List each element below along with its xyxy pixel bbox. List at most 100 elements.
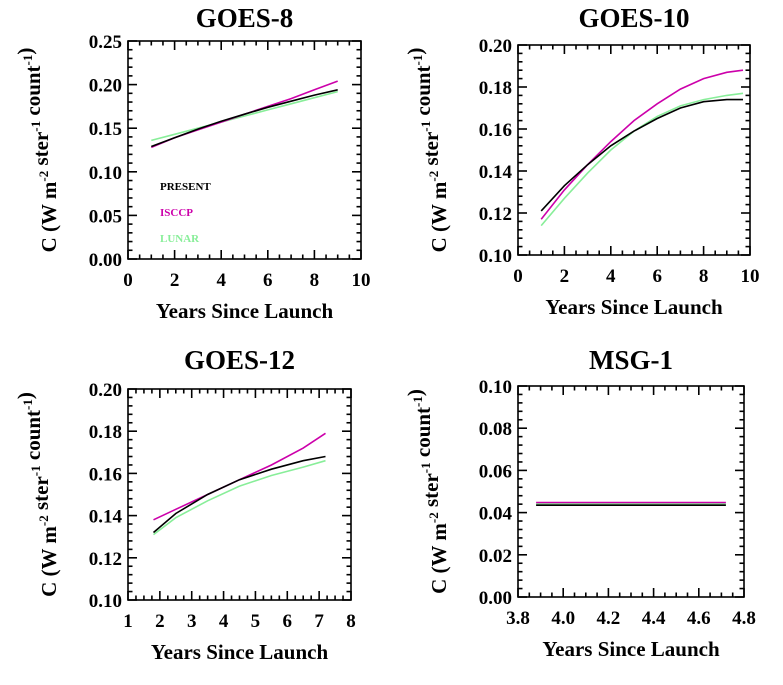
y-axis-label-part: -1 [20, 399, 35, 410]
x-tick-label: 2 [560, 266, 570, 287]
x-tick-label: 5 [251, 611, 261, 632]
x-axis-label: Years Since Launch [151, 640, 329, 664]
plot-frame [127, 388, 352, 601]
y-axis-label-part: ster [419, 473, 443, 512]
chart-title: GOES-10 [578, 3, 689, 33]
x-axis-label: Years Since Launch [156, 299, 334, 323]
y-axis-label-part: -2 [36, 515, 51, 526]
series-line-lunar [540, 92, 744, 227]
x-axis-label: Years Since Launch [545, 295, 723, 319]
chart-panel-0: GOES-8 0 2 4 6 8 10 0.00 0.05 0.10 0.15 0.20 0.25 Yea… [13, 3, 371, 323]
series-line-lunar [151, 90, 338, 142]
y-axis-label-part: -2 [426, 171, 441, 182]
series-line-present [151, 89, 338, 148]
x-tick-label: 10 [352, 270, 371, 291]
y-tick-label: 0.00 [89, 250, 122, 271]
y-tick-label: 0.20 [479, 36, 512, 57]
y-tick-label: 0.10 [479, 246, 512, 267]
y-axis-label-part: -1 [418, 462, 433, 473]
series-line-isccp [153, 432, 326, 521]
y-tick-label: 0.05 [89, 206, 122, 227]
x-tick-label: 2 [170, 270, 180, 291]
y-axis-label-part: -1 [28, 465, 43, 476]
x-tick-label: 0 [513, 266, 523, 287]
y-tick-label: 0.08 [479, 419, 512, 440]
x-tick-label: 2 [155, 611, 165, 632]
y-axis-label-part: C (W m [37, 181, 61, 252]
x-tick-label: 3.8 [506, 608, 530, 629]
y-axis-label-part: -2 [36, 171, 51, 182]
y-tick-label: 0.20 [89, 380, 122, 401]
legend-item-isccp: ISCCP [160, 207, 193, 219]
y-axis-label-part: ster [419, 132, 443, 171]
x-tick-label: 0 [123, 270, 133, 291]
y-tick-label: 0.02 [479, 546, 512, 567]
y-tick-label: 0.10 [89, 591, 122, 612]
y-axis-label-part: -1 [20, 55, 35, 66]
y-tick-label: 0.12 [479, 204, 512, 225]
x-tick-label: 7 [314, 611, 324, 632]
y-tick-label: 0.00 [479, 588, 512, 609]
y-tick-label: 0.10 [89, 163, 122, 184]
y-axis-label: C (W m-2 ster-1 count-1) [13, 392, 61, 597]
chart-panel-1: GOES-10 0 2 4 6 8 10 0.10 0.12 0.14 0.16 0.18 0.20 Ye… [403, 3, 760, 319]
y-axis-label-part: C (W m [427, 181, 451, 252]
series-line-isccp [540, 69, 744, 220]
y-axis-label-part: count [21, 410, 45, 465]
y-tick-label: 0.14 [89, 507, 123, 528]
x-tick-label: 4.2 [597, 608, 621, 629]
y-tick-label: 0.16 [89, 464, 122, 485]
x-tick-label: 8 [310, 270, 320, 291]
chart-title: GOES-12 [184, 345, 295, 375]
x-tick-label: 4.6 [687, 608, 711, 629]
y-axis-label-part: C (W m [427, 523, 451, 594]
y-axis-label: C (W m-2 ster-1 count-1) [13, 48, 61, 253]
y-axis-label-part: ster [29, 132, 53, 171]
y-axis-label-part: -1 [28, 121, 43, 132]
x-tick-label: 4.8 [732, 608, 756, 629]
x-tick-label: 4 [606, 266, 616, 287]
y-tick-label: 0.16 [479, 120, 512, 141]
plot-frame [517, 44, 751, 256]
y-tick-label: 0.18 [479, 78, 512, 99]
x-tick-label: 6 [263, 270, 273, 291]
y-axis-label-part: -1 [418, 121, 433, 132]
x-tick-label: 4.0 [551, 608, 575, 629]
x-tick-label: 6 [283, 611, 293, 632]
y-tick-label: 0.10 [479, 377, 512, 398]
y-axis-label-part: count [21, 65, 45, 120]
series-line-present [152, 455, 326, 534]
x-tick-label: 4 [216, 270, 226, 291]
y-axis-label-part: ) [403, 48, 427, 55]
y-axis-label-part: -1 [410, 55, 425, 66]
plot-frame [517, 385, 745, 598]
series-line-present [540, 98, 743, 212]
chart-title: GOES-8 [196, 3, 294, 33]
y-axis-label-part: count [411, 65, 435, 120]
y-tick-label: 0.12 [89, 549, 122, 570]
x-tick-label: 3 [187, 611, 197, 632]
y-tick-label: 0.04 [479, 504, 513, 525]
legend-item-present: PRESENT [160, 181, 211, 193]
x-tick-label: 4 [219, 611, 229, 632]
y-tick-label: 0.14 [479, 162, 513, 183]
x-axis-label: Years Since Launch [542, 637, 720, 661]
y-tick-label: 0.15 [89, 119, 122, 140]
x-tick-label: 4.4 [642, 608, 666, 629]
y-axis-label-part: ) [13, 392, 37, 399]
y-axis-label-part: ) [403, 389, 427, 396]
y-axis-label-part: -2 [426, 512, 441, 523]
x-tick-label: 10 [741, 266, 760, 287]
chart-title: MSG-1 [589, 345, 673, 375]
legend-item-lunar: LUNAR [160, 233, 200, 245]
y-tick-label: 0.20 [89, 76, 122, 97]
y-axis-label-part: -1 [410, 396, 425, 407]
series-line-lunar [153, 459, 326, 536]
y-axis-label-part: count [411, 407, 435, 462]
y-tick-label: 0.18 [89, 422, 122, 443]
chart-panel-3: MSG-1 3.8 4.0 4.2 4.4 4.6 4.8 0.00 0.02 0.04 0.06 0… [403, 345, 756, 661]
y-tick-label: 0.06 [479, 461, 512, 482]
x-tick-label: 8 [346, 611, 356, 632]
y-axis-label: C (W m-2 ster-1 count-1) [403, 389, 451, 594]
